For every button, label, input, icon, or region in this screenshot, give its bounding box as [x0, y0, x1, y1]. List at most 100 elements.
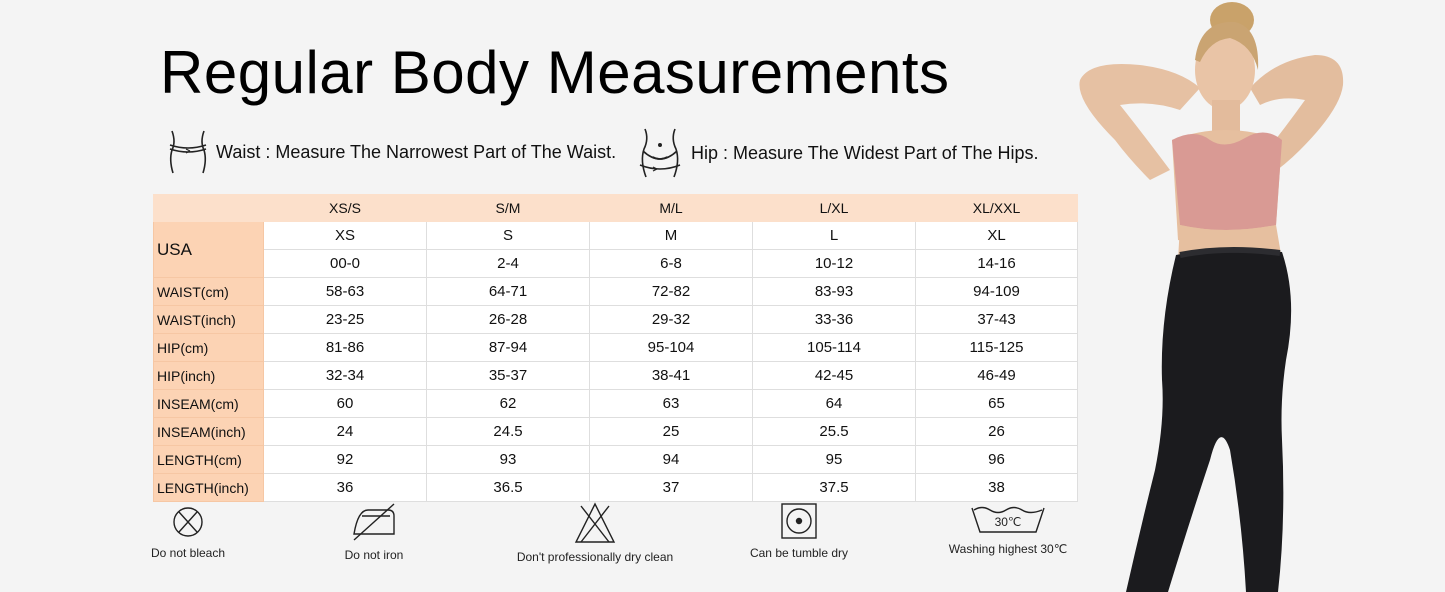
care-item-iron: Do not iron: [338, 502, 410, 562]
model-sports-bra: [1172, 132, 1282, 230]
table-cell: 10-12: [752, 249, 916, 278]
table-row: LENGTH(cm) 92 93 94 95 96: [153, 445, 1078, 474]
row-label: WAIST(cm): [153, 277, 264, 306]
table-cell: 25.5: [752, 417, 916, 446]
table-cell: XL: [915, 221, 1078, 250]
table-cell: 58-63: [263, 277, 427, 306]
table-cell: 64-71: [426, 277, 590, 306]
size-chart-table: XS/S S/M M/L L/XL XL/XXL USA XS S M L XL…: [153, 194, 1078, 502]
table-cell: 33-36: [752, 305, 916, 334]
table-cell: 29-32: [589, 305, 753, 334]
table-cell: L: [752, 221, 916, 250]
header-corner: [153, 194, 264, 222]
page-title: Regular Body Measurements: [160, 39, 950, 106]
table-row: WAIST(inch) 23-25 26-28 29-32 33-36 37-4…: [153, 305, 1078, 334]
tumble-dry-icon: [781, 503, 817, 539]
table-cell: 115-125: [915, 333, 1078, 362]
table-cell: 32-34: [263, 361, 427, 390]
usa-letter-row: USA XS S M L XL: [153, 221, 1078, 278]
size-header-cell: L/XL: [752, 194, 916, 222]
no-iron-icon: [353, 503, 395, 541]
size-header-cell: S/M: [426, 194, 590, 222]
care-item-dry-clean: Don't professionally dry clean: [510, 502, 680, 564]
size-header-cell: XL/XXL: [915, 194, 1078, 222]
table-cell: 93: [426, 445, 590, 474]
usa-label: USA: [153, 221, 264, 278]
table-cell: M: [589, 221, 753, 250]
row-label: LENGTH(inch): [153, 473, 264, 502]
table-row: INSEAM(cm) 60 62 63 64 65: [153, 389, 1078, 418]
table-cell: 2-4: [426, 249, 590, 278]
table-cell: 6-8: [589, 249, 753, 278]
hip-instruction: Hip : Measure The Widest Part of The Hip…: [635, 127, 1038, 179]
table-row: HIP(cm) 81-86 87-94 95-104 105-114 115-1…: [153, 333, 1078, 362]
wash-temperature: 30℃: [995, 515, 1022, 529]
table-cell: 94-109: [915, 277, 1078, 306]
row-label: HIP(inch): [153, 361, 264, 390]
table-cell: 38: [915, 473, 1078, 502]
table-cell: 81-86: [263, 333, 427, 362]
table-cell: 24: [263, 417, 427, 446]
table-cell: 38-41: [589, 361, 753, 390]
table-cell: 64: [752, 389, 916, 418]
table-row: WAIST(cm) 58-63 64-71 72-82 83-93 94-109: [153, 277, 1078, 306]
table-cell: 83-93: [752, 277, 916, 306]
care-item-tumble-dry: Can be tumble dry: [745, 502, 853, 560]
table-cell: 37-43: [915, 305, 1078, 334]
table-cell: 26-28: [426, 305, 590, 334]
table-row: INSEAM(inch) 24 24.5 25 25.5 26: [153, 417, 1078, 446]
table-row: HIP(inch) 32-34 35-37 38-41 42-45 46-49: [153, 361, 1078, 390]
usa-number-row: 00-0 2-4 6-8 10-12 14-16: [154, 249, 1078, 278]
care-item-bleach: Do not bleach: [148, 502, 228, 560]
table-cell: 36.5: [426, 473, 590, 502]
care-label: Washing highest 30℃: [948, 542, 1068, 556]
care-label: Do not bleach: [150, 546, 226, 560]
size-header-cell: M/L: [589, 194, 753, 222]
table-cell: 37.5: [752, 473, 916, 502]
waist-instruction-text: Waist : Measure The Narrowest Part of Th…: [216, 141, 617, 162]
table-cell: 60: [263, 389, 427, 418]
table-cell: 00-0: [263, 249, 427, 278]
row-label: HIP(cm): [153, 333, 264, 362]
table-cell: 62: [426, 389, 590, 418]
table-cell: 23-25: [263, 305, 427, 334]
table-cell: 65: [915, 389, 1078, 418]
table-cell: 46-49: [915, 361, 1078, 390]
table-cell: 24.5: [426, 417, 590, 446]
table-cell: 35-37: [426, 361, 590, 390]
no-dry-clean-icon: [574, 502, 616, 543]
row-label: WAIST(inch): [153, 305, 264, 334]
table-cell: 36: [263, 473, 427, 502]
hip-instruction-text: Hip : Measure The Widest Part of The Hip…: [691, 142, 1039, 163]
waist-measure-icon: [166, 128, 210, 176]
waist-instruction: Waist : Measure The Narrowest Part of Th…: [166, 128, 616, 176]
hip-measure-icon: [635, 127, 685, 179]
table-cell: 87-94: [426, 333, 590, 362]
model-photo: [1079, 2, 1344, 592]
size-header-row: XS/S S/M M/L L/XL XL/XXL: [153, 194, 1078, 222]
table-cell: 72-82: [589, 277, 753, 306]
wash-30-icon: 30℃: [971, 506, 1045, 533]
row-label: INSEAM(cm): [153, 389, 264, 418]
model-leggings: [1126, 249, 1292, 592]
table-cell: 42-45: [752, 361, 916, 390]
care-label: Do not iron: [344, 548, 404, 562]
care-item-wash: 30℃ Washing highest 30℃: [945, 502, 1071, 556]
table-cell: 37: [589, 473, 753, 502]
table-cell: 63: [589, 389, 753, 418]
care-label: Can be tumble dry: [749, 546, 849, 560]
table-row: LENGTH(inch) 36 36.5 37 37.5 38: [153, 473, 1078, 502]
table-cell: 95-104: [589, 333, 753, 362]
table-cell: 95: [752, 445, 916, 474]
table-cell: S: [426, 221, 590, 250]
row-label: LENGTH(cm): [153, 445, 264, 474]
table-cell: 105-114: [752, 333, 916, 362]
size-header-cell: XS/S: [263, 194, 427, 222]
model-head: [1195, 30, 1255, 110]
table-cell: 25: [589, 417, 753, 446]
model-left-arm: [1079, 64, 1200, 180]
table-cell: 96: [915, 445, 1078, 474]
no-bleach-icon: [173, 507, 203, 537]
table-cell: 26: [915, 417, 1078, 446]
care-label: Don't professionally dry clean: [516, 550, 674, 564]
